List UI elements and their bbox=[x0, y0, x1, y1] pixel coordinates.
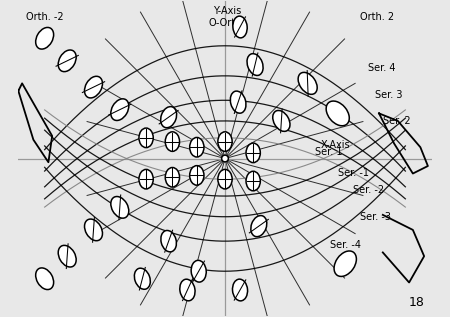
Ellipse shape bbox=[161, 230, 176, 252]
Text: Ser. -2: Ser. -2 bbox=[353, 185, 384, 196]
Ellipse shape bbox=[233, 279, 248, 301]
Ellipse shape bbox=[221, 155, 229, 162]
Ellipse shape bbox=[165, 132, 180, 151]
Text: X-Axis: X-Axis bbox=[321, 140, 351, 150]
Text: Ser. 4: Ser. 4 bbox=[368, 63, 395, 73]
Ellipse shape bbox=[36, 268, 54, 289]
Ellipse shape bbox=[36, 28, 54, 49]
Ellipse shape bbox=[298, 72, 317, 94]
Text: Ser. -3: Ser. -3 bbox=[360, 212, 391, 222]
Ellipse shape bbox=[180, 279, 195, 301]
Ellipse shape bbox=[190, 166, 204, 185]
Text: 18: 18 bbox=[408, 296, 424, 309]
Ellipse shape bbox=[58, 245, 76, 267]
Ellipse shape bbox=[139, 128, 153, 148]
Ellipse shape bbox=[161, 107, 177, 128]
Ellipse shape bbox=[218, 169, 232, 189]
Text: Ser. 1: Ser. 1 bbox=[315, 147, 342, 157]
Ellipse shape bbox=[230, 91, 246, 113]
Ellipse shape bbox=[218, 132, 232, 151]
Text: Ser. 2: Ser. 2 bbox=[383, 116, 410, 126]
Ellipse shape bbox=[251, 216, 267, 237]
Text: Orth. -2: Orth. -2 bbox=[26, 12, 63, 22]
Ellipse shape bbox=[246, 143, 260, 163]
Ellipse shape bbox=[85, 76, 103, 98]
Ellipse shape bbox=[326, 101, 349, 126]
Text: Y-Axis
O-Orth.: Y-Axis O-Orth. bbox=[209, 6, 245, 28]
Ellipse shape bbox=[191, 260, 206, 282]
Ellipse shape bbox=[85, 219, 103, 241]
Text: Orth. 2: Orth. 2 bbox=[360, 12, 394, 22]
Ellipse shape bbox=[334, 251, 356, 276]
Ellipse shape bbox=[247, 54, 263, 75]
Ellipse shape bbox=[190, 138, 204, 157]
Ellipse shape bbox=[111, 99, 129, 120]
Text: Ser. -1: Ser. -1 bbox=[338, 168, 369, 178]
Ellipse shape bbox=[246, 171, 260, 191]
Text: Ser. 3: Ser. 3 bbox=[375, 90, 403, 100]
Text: Ser. -4: Ser. -4 bbox=[330, 240, 361, 250]
Ellipse shape bbox=[58, 50, 76, 72]
Ellipse shape bbox=[233, 16, 247, 38]
Ellipse shape bbox=[273, 110, 290, 131]
Ellipse shape bbox=[165, 167, 180, 187]
Ellipse shape bbox=[111, 197, 129, 218]
Ellipse shape bbox=[135, 268, 150, 289]
Ellipse shape bbox=[139, 169, 153, 189]
